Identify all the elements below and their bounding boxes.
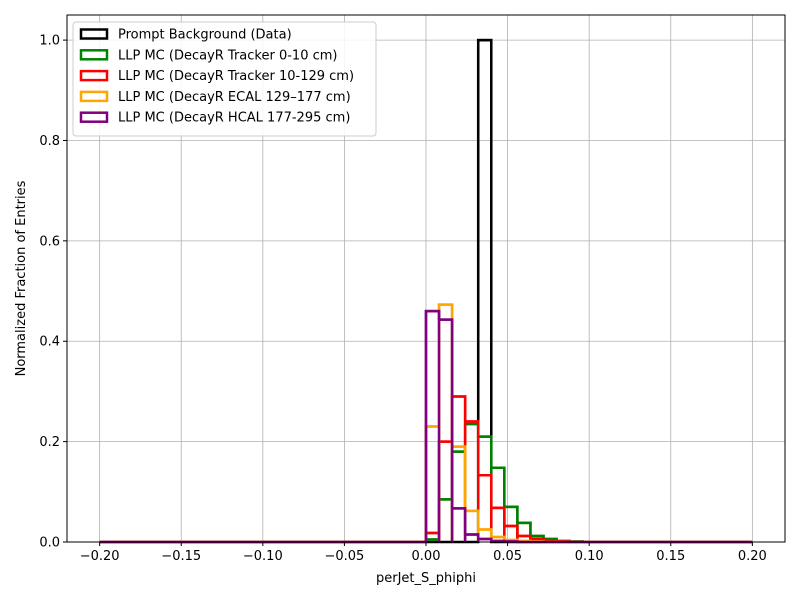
y-tick-label: 0.4 (39, 335, 60, 350)
legend: Prompt Background (Data) LLP MC (DecayR T… (72, 21, 377, 137)
series-step-bars (424, 303, 545, 543)
legend-entry: LLP MC (DecayR HCAL 177-295 cm) (118, 111, 350, 126)
axis-ticks: −0.20 −0.15 −0.10 −0.05 0.00 0.05 0.10 0.15 0.20… (39, 34, 767, 564)
x-axis-title: perJet_S_phiphi (376, 571, 476, 586)
legend-entry: LLP MC (DecayR Tracker 0-10 cm) (118, 48, 337, 63)
grid-lines (67, 15, 785, 543)
x-tick-label: 0.20 (738, 549, 767, 564)
legend-entry: LLP MC (DecayR Tracker 10-129 cm) (118, 69, 354, 84)
y-tick-label: 0.0 (39, 536, 60, 551)
legend-entry: Prompt Background (Data) (118, 28, 292, 43)
legend-swatch (79, 111, 109, 123)
y-tick-label: 0.6 (39, 234, 60, 249)
legend-swatch (79, 49, 109, 61)
series-step-bars (476, 38, 493, 542)
x-tick-label: 0.10 (575, 549, 604, 564)
legend-entry: LLP MC (DecayR ECAL 129–177 cm) (118, 90, 351, 105)
legend-box (72, 21, 377, 137)
legend-swatch (79, 69, 109, 82)
x-tick-label: −0.05 (324, 549, 364, 564)
y-tick-label: 0.2 (39, 435, 60, 450)
x-tick-label: 0.00 (412, 549, 441, 564)
y-tick-label: 1.0 (39, 34, 60, 49)
x-tick-label: −0.15 (161, 549, 201, 564)
x-tick-label: −0.10 (243, 549, 283, 564)
y-axis-title: Normalized Fraction of Entries (14, 180, 29, 376)
x-tick-label: −0.20 (80, 549, 120, 564)
x-tick-label: 0.15 (656, 549, 685, 564)
legend-swatch (79, 28, 109, 40)
legend-swatch (79, 90, 109, 103)
series-step-bars (424, 309, 519, 543)
y-tick-label: 0.8 (39, 134, 60, 149)
series-step-bars (424, 395, 571, 543)
x-tick-label: 0.05 (493, 549, 522, 564)
